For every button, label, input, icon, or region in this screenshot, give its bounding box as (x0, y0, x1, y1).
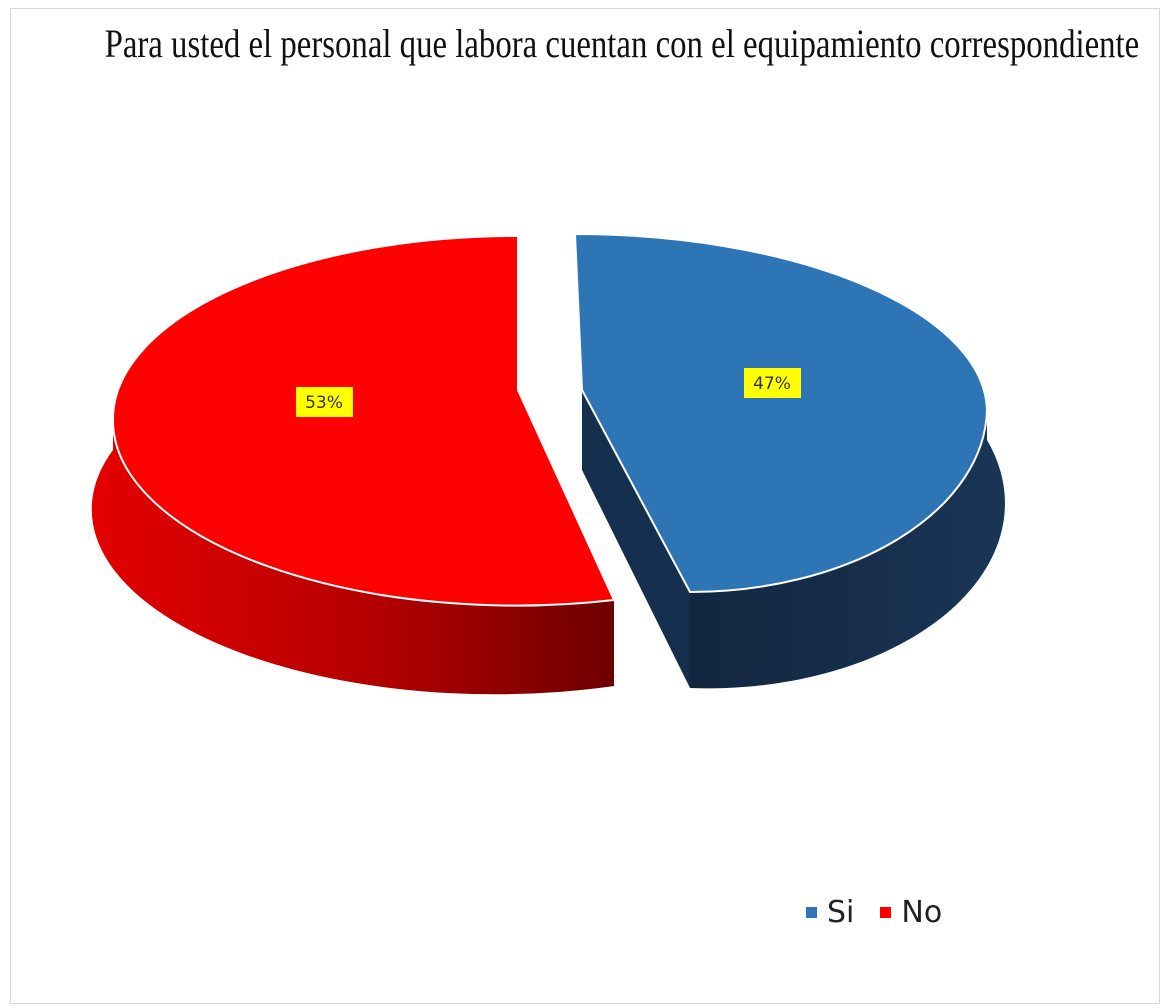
chart-title: Para usted el personal que labora cuenta… (104, 21, 1140, 66)
chart-frame (10, 8, 1160, 1004)
legend-label-si: Si (827, 895, 855, 930)
slice-no-side (91, 420, 614, 695)
legend-item-no: No (880, 895, 942, 930)
legend: Si No (806, 895, 942, 930)
svg-text:53%: 53% (305, 393, 343, 413)
data-label-si: 47% (744, 368, 801, 398)
slice-si-top (573, 232, 989, 594)
legend-label-no: No (901, 895, 943, 930)
slice-si-side (690, 410, 1005, 689)
legend-swatch-si (806, 907, 817, 918)
slice-si-inner-side (582, 390, 690, 688)
data-label-no: 53% (296, 387, 353, 417)
legend-swatch-no (880, 907, 892, 918)
slice-no-top-main (111, 234, 616, 607)
svg-text:47%: 47% (753, 374, 791, 394)
legend-item-si: Si (806, 895, 854, 930)
